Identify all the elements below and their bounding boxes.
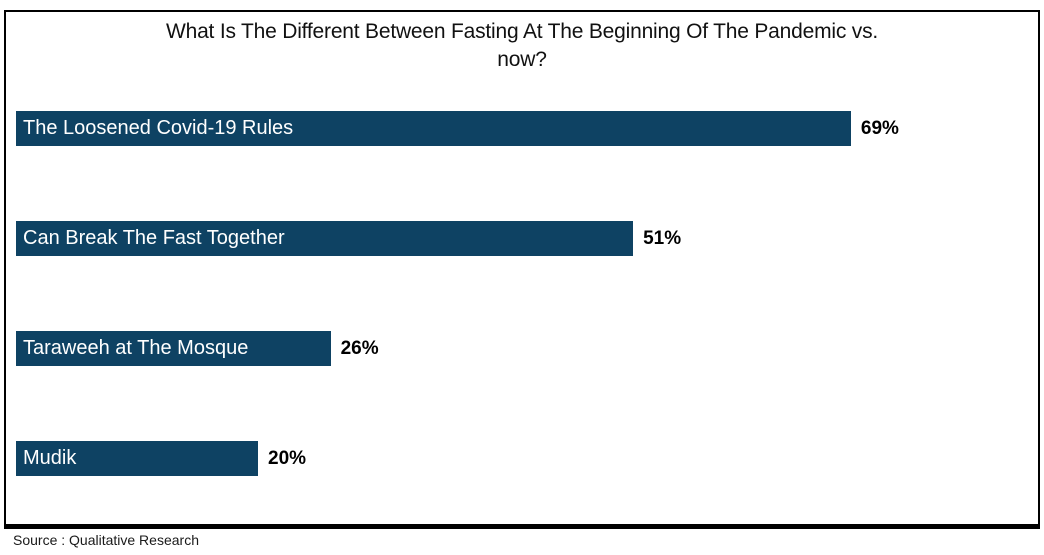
bar-category-label: The Loosened Covid-19 Rules	[23, 117, 294, 139]
source-note: Source : Qualitative Research	[13, 532, 199, 548]
bar-value-label: 51%	[643, 227, 682, 249]
bar-value-label: 26%	[340, 337, 379, 359]
bar-row: Mudik 20%	[16, 441, 1026, 476]
bar-category-label: Mudik	[23, 447, 77, 469]
bar-category-label: Can Break The Fast Together	[23, 227, 285, 249]
bars-area: The Loosened Covid-19 Rules 69% Can Break …	[16, 111, 1026, 476]
bar-row: Can Break The Fast Together 51%	[16, 221, 1026, 256]
chart-title-line1: What Is The Different Between Fasting At…	[165, 20, 879, 43]
bar-row: The Loosened Covid-19 Rules 69%	[16, 111, 1026, 146]
bar: Mudik	[16, 441, 258, 476]
bar: Taraweeh at The Mosque	[16, 331, 331, 366]
bar-category-label: Taraweeh at The Mosque	[23, 337, 249, 359]
chart-frame: What Is The Different Between Fasting At…	[4, 10, 1040, 529]
bar-value-label: 69%	[860, 117, 899, 139]
chart-title-line2: now?	[497, 48, 547, 71]
bar: The Loosened Covid-19 Rules	[16, 111, 851, 146]
chart-title: What Is The Different Between Fasting At…	[102, 18, 942, 74]
bar-row: Taraweeh at The Mosque 26%	[16, 331, 1026, 366]
bar: Can Break The Fast Together	[16, 221, 634, 256]
bar-value-label: 20%	[268, 447, 307, 469]
